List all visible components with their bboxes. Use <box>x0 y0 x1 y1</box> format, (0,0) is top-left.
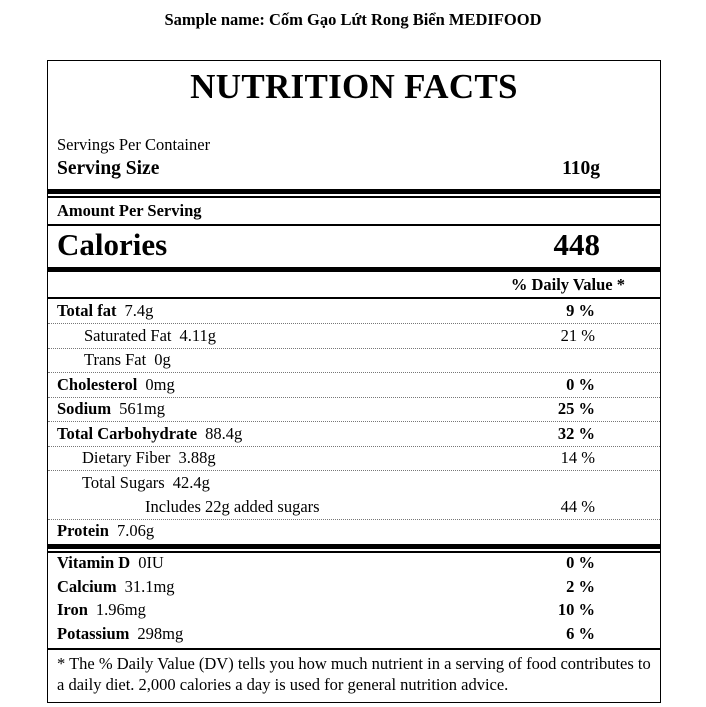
dotted-divider <box>48 446 660 447</box>
vitamin-row-calcium: Calcium 31.1mg 2 % <box>57 577 595 596</box>
dotted-divider <box>48 372 660 373</box>
daily-value-percent: 25 % <box>557 399 595 418</box>
nutrient-row-saturated-fat: Saturated Fat 4.11g 21 % <box>84 326 595 345</box>
daily-value-percent: 44 % <box>560 497 595 516</box>
sample-name-value: Cốm Gạo Lứt Rong Biển MEDIFOOD <box>268 10 542 29</box>
nutrient-row-cholesterol: Cholesterol 0mg 0 % <box>57 375 595 394</box>
dotted-divider <box>48 348 660 349</box>
daily-value-percent: 14 % <box>560 448 595 467</box>
sample-name-heading: Sample name: Cốm Gạo Lứt Rong Biển MEDIF… <box>0 10 706 30</box>
daily-value-percent: 32 % <box>557 424 595 443</box>
nutrient-row-total-carbohydrate: Total Carbohydrate 88.4g 32 % <box>57 424 595 443</box>
dotted-divider <box>48 323 660 324</box>
dotted-divider <box>48 397 660 398</box>
vitamin-row-vitamin-d: Vitamin D 0IU 0 % <box>57 553 595 572</box>
calories-value: 448 <box>553 227 601 262</box>
daily-value-percent: 10 % <box>557 600 595 619</box>
daily-value-footnote: * The % Daily Value (DV) tells you how m… <box>57 654 651 694</box>
serving-size-label: Serving Size <box>57 158 160 179</box>
nutrient-row-dietary-fiber: Dietary Fiber 3.88g 14 % <box>82 448 595 467</box>
daily-value-percent: 0 % <box>566 553 595 572</box>
calories-label: Calories <box>57 227 168 262</box>
daily-value-percent: 2 % <box>566 577 595 596</box>
vitamin-row-iron: Iron 1.96mg 10 % <box>57 600 595 619</box>
serving-size-value: 110g <box>562 158 600 179</box>
divider <box>48 224 660 226</box>
vitamin-row-potassium: Potassium 298mg 6 % <box>57 624 595 643</box>
daily-value-header: % Daily Value * <box>510 275 625 294</box>
daily-value-percent: 21 % <box>560 326 595 345</box>
nutrition-facts-label: NUTRITION FACTS Servings Per Container S… <box>47 60 661 703</box>
sample-name-label: Sample name: <box>164 10 265 29</box>
thick-divider <box>48 189 660 194</box>
nutrient-row-added-sugars: Includes 22g added sugars 44 % <box>145 497 595 516</box>
nutrient-row-total-fat: Total fat 7.4g 9 % <box>57 301 595 320</box>
divider <box>48 551 660 553</box>
thick-divider <box>48 267 660 272</box>
nutrition-facts-title: NUTRITION FACTS <box>190 67 518 106</box>
nutrient-row-sodium: Sodium 561mg 25 % <box>57 399 595 418</box>
divider <box>48 648 660 650</box>
nutrient-row-trans-fat: Trans Fat 0g <box>84 350 171 369</box>
daily-value-percent: 6 % <box>566 624 595 643</box>
servings-per-container-label: Servings Per Container <box>57 135 211 154</box>
dotted-divider <box>48 470 660 471</box>
divider <box>48 196 660 198</box>
nutrient-row-protein: Protein 7.06g <box>57 521 155 540</box>
daily-value-percent: 9 % <box>566 301 595 320</box>
divider <box>48 297 660 299</box>
nutrient-row-total-sugars: Total Sugars 42.4g <box>82 473 210 492</box>
dotted-divider <box>48 421 660 422</box>
dotted-divider <box>48 519 660 520</box>
daily-value-percent: 0 % <box>566 375 595 394</box>
amount-per-serving-label: Amount Per Serving <box>57 201 202 220</box>
thick-divider <box>48 544 660 549</box>
